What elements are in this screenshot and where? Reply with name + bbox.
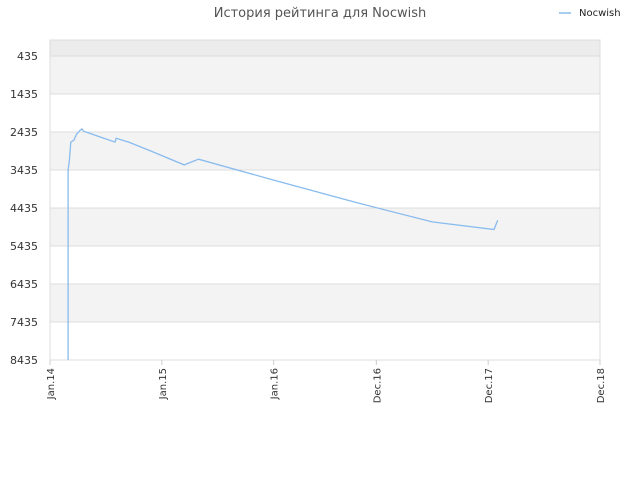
y-tick-label: 7435: [10, 316, 38, 329]
x-tick-label: Dec.17: [484, 368, 495, 403]
x-tick-label: Jan.16: [270, 368, 281, 400]
plot-band: [50, 56, 600, 94]
y-tick-label: 435: [17, 50, 38, 63]
y-tick-label: 4435: [10, 202, 38, 215]
x-axis-ticks: Jan.14 Jan.15 Jan.16 Dec.16 Dec.17 Dec.18: [46, 360, 607, 403]
y-tick-label: 2435: [10, 126, 38, 139]
chart-title: История рейтинга для Nocwish: [214, 6, 427, 21]
legend-label: Nocwish: [579, 8, 621, 19]
plot-band: [50, 284, 600, 322]
y-tick-label: 1435: [10, 88, 38, 101]
plot-frame: [49, 39, 601, 361]
legend: Nocwish: [559, 8, 621, 19]
y-tick-label: 3435: [10, 164, 38, 177]
x-tick-label: Jan.15: [158, 368, 169, 400]
plot-band-top: [50, 40, 600, 56]
plot-bands: [50, 40, 600, 322]
x-tick-label: Jan.14: [46, 368, 57, 400]
y-axis-ticks: 435 1435 2435 3435 4435 5435 6435 7435 8435: [10, 50, 38, 367]
x-tick-label: Dec.18: [596, 368, 607, 403]
series-layer: [67, 127, 499, 360]
plot-band: [50, 132, 600, 170]
y-tick-label: 8435: [10, 354, 38, 367]
series-line-nocwish: [67, 127, 499, 360]
y-tick-label: 5435: [10, 240, 38, 253]
y-tick-label: 6435: [10, 278, 38, 291]
x-tick-label: Dec.16: [372, 368, 383, 403]
plot-band: [50, 208, 600, 246]
